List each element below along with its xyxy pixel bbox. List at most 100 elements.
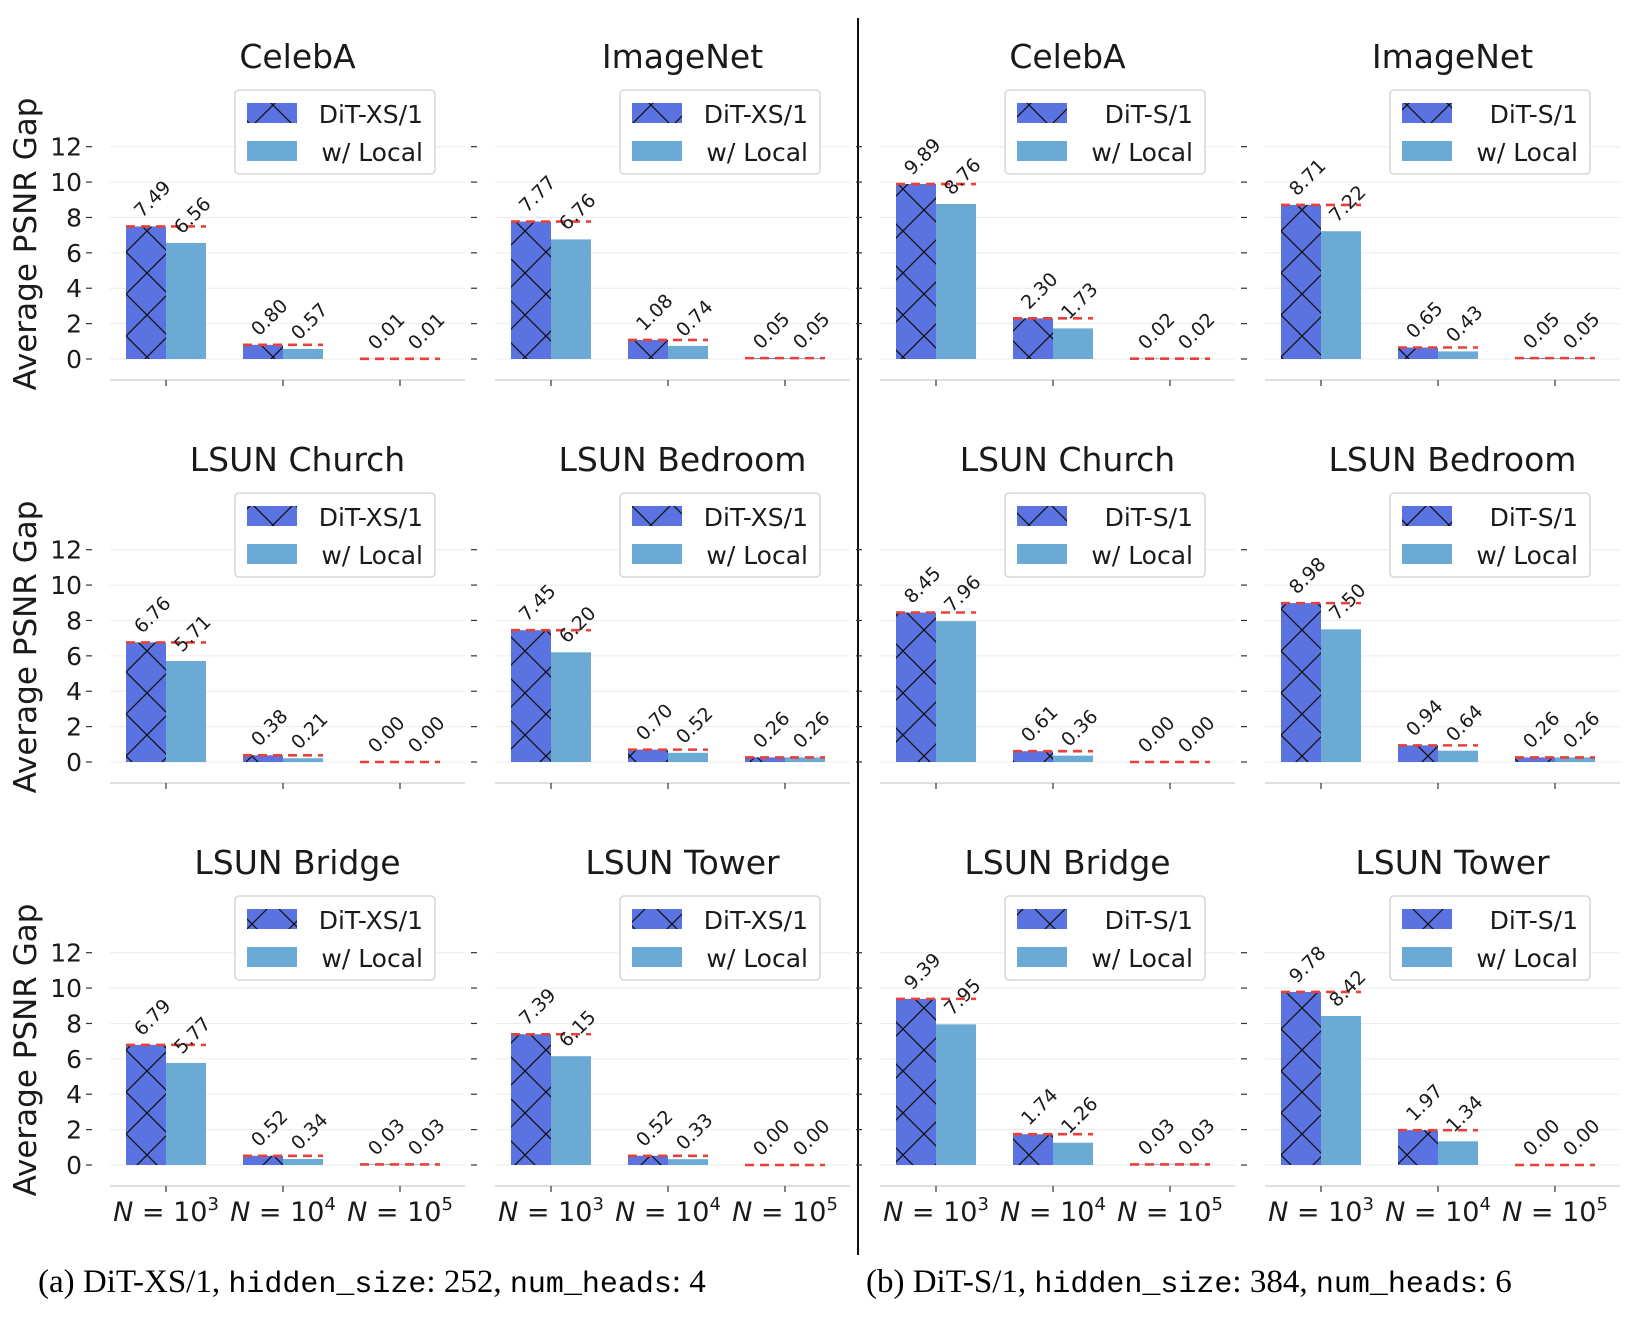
caption-a-value1: : 252, <box>426 1264 510 1300</box>
bar-local <box>283 348 323 359</box>
data-label: 0.26 <box>749 707 794 752</box>
y-tick-label: 6 <box>66 642 82 671</box>
chart-title: LSUN Bridge <box>964 843 1170 882</box>
legend: DiT-S/1 w/ Local <box>1389 895 1591 981</box>
data-label: 0.00 <box>1174 712 1219 757</box>
data-label: 0.03 <box>1134 1115 1179 1160</box>
chart-title: LSUN Church <box>960 440 1175 479</box>
data-label: 7.50 <box>1325 579 1370 624</box>
data-label: 0.01 <box>404 309 449 354</box>
data-label: 0.05 <box>1519 308 1564 353</box>
legend-swatch-base-hatch <box>1402 103 1452 123</box>
data-label: 0.61 <box>1017 701 1062 746</box>
bar-local <box>166 242 206 359</box>
data-label: 1.26 <box>1057 1093 1102 1138</box>
bar-base-hatch <box>745 757 785 762</box>
legend-swatch-local <box>247 141 297 161</box>
data-label: 0.52 <box>247 1106 292 1151</box>
data-label: 7.95 <box>940 974 985 1019</box>
data-label: 0.05 <box>1559 308 1604 353</box>
bar-base-hatch <box>1281 603 1321 762</box>
y-tick-label: 4 <box>66 1080 82 1109</box>
legend-label-base: DiT-S/1 <box>1105 906 1193 935</box>
data-label: 0.03 <box>1174 1115 1219 1160</box>
legend-swatch-base-hatch <box>1402 506 1452 526</box>
legend-label-local: w/ Local <box>1091 138 1193 167</box>
bar-local <box>551 652 591 762</box>
bar-local <box>1053 1142 1093 1165</box>
data-label: 0.65 <box>1402 298 1447 343</box>
legend-label-base: DiT-XS/1 <box>319 100 423 129</box>
legend-label-local: w/ Local <box>1476 138 1578 167</box>
bar-base-hatch <box>243 755 283 762</box>
bar-local <box>166 1062 206 1165</box>
caption-b: (b) DiT-S/1, hidden_size: 384, num_heads… <box>866 1264 1512 1302</box>
bar-base-hatch <box>126 642 166 762</box>
bar-base-hatch <box>1013 318 1053 359</box>
data-label: 0.64 <box>1442 701 1487 746</box>
bar-local <box>283 758 323 762</box>
bar-local <box>785 757 825 762</box>
data-label: 9.78 <box>1285 942 1330 987</box>
legend-swatch-base-hatch <box>1402 909 1452 929</box>
data-label: 0.52 <box>632 1106 677 1151</box>
legend: DiT-XS/1 w/ Local <box>234 895 436 981</box>
legend-swatch-base-hatch <box>632 909 682 929</box>
legend-label-base: DiT-XS/1 <box>704 100 808 129</box>
bar-local <box>1438 1141 1478 1165</box>
legend-swatch-local <box>1017 947 1067 967</box>
y-tick-label: 10 <box>50 571 82 600</box>
data-label: 0.52 <box>672 703 717 748</box>
data-label: 1.74 <box>1017 1084 1062 1129</box>
data-label: 8.42 <box>1325 966 1370 1011</box>
data-label: 0.36 <box>1057 706 1102 751</box>
bar-base-hatch <box>126 226 166 359</box>
caption-b-key2: num_heads <box>1315 1268 1478 1302</box>
caption-a: (a) DiT-XS/1, hidden_size: 252, num_head… <box>38 1264 706 1302</box>
caption-b-value2: : 6 <box>1477 1264 1512 1300</box>
bar-local <box>668 1159 708 1165</box>
legend: DiT-S/1 w/ Local <box>1389 89 1591 175</box>
chart-title: LSUN Bridge <box>194 843 400 882</box>
bar-local <box>1438 351 1478 359</box>
bar-local <box>1438 750 1478 762</box>
chart-title: CelebA <box>1009 37 1126 76</box>
bar-base-hatch <box>1281 991 1321 1165</box>
legend-label-local: w/ Local <box>1476 541 1578 570</box>
bar-base-hatch <box>1398 347 1438 359</box>
chart-panel-1: 0 2 4 6 8 10 12 CelebA Average PSNR Gap 7.496.56 0… <box>8 37 465 390</box>
y-tick-label: 10 <box>50 168 82 197</box>
y-tick-label: 8 <box>66 1009 82 1038</box>
bar-base-hatch <box>1515 757 1555 762</box>
y-axis-label: Average PSNR Gap <box>8 501 44 794</box>
legend: DiT-XS/1 w/ Local <box>619 492 821 578</box>
bar-local <box>668 752 708 762</box>
data-label: 1.97 <box>1402 1080 1447 1125</box>
data-label: 0.38 <box>247 705 292 750</box>
data-label: 0.02 <box>1174 309 1219 354</box>
legend: DiT-XS/1 w/ Local <box>234 89 436 175</box>
data-label: 5.77 <box>170 1013 215 1058</box>
legend-label-local: w/ Local <box>1091 944 1193 973</box>
chart-panel-2: ImageNet 7.776.76 1.080.74 0.050.05 DiT-XS/1… <box>471 37 850 386</box>
chart-panel-3: CelebA9.898.762.301.730.020.02DiT-S/1w/ … <box>856 37 1235 386</box>
y-tick-label: 4 <box>66 677 82 706</box>
caption-a-prefix: (a) DiT-XS/1, <box>38 1264 229 1300</box>
bar-local <box>668 345 708 359</box>
y-tick-label: 12 <box>50 536 82 565</box>
legend-swatch-local <box>1402 141 1452 161</box>
chart-panel-5: 0 2 4 6 8 10 12 LSUN Church Average PSNR Gap 6.76… <box>8 440 465 793</box>
data-label: 8.98 <box>1285 553 1330 598</box>
legend-label-local: w/ Local <box>706 944 808 973</box>
y-tick-label: 4 <box>66 274 82 303</box>
legend: DiT-XS/1 w/ Local <box>619 89 821 175</box>
data-label: 0.33 <box>672 1109 717 1154</box>
data-label: 6.56 <box>170 193 215 238</box>
x-tick-label: N = 103 <box>113 1194 219 1228</box>
bar-base-hatch <box>628 339 668 359</box>
data-label: 0.05 <box>749 308 794 353</box>
data-label: 7.77 <box>515 172 560 217</box>
x-tick-label: N = 103 <box>883 1194 989 1228</box>
